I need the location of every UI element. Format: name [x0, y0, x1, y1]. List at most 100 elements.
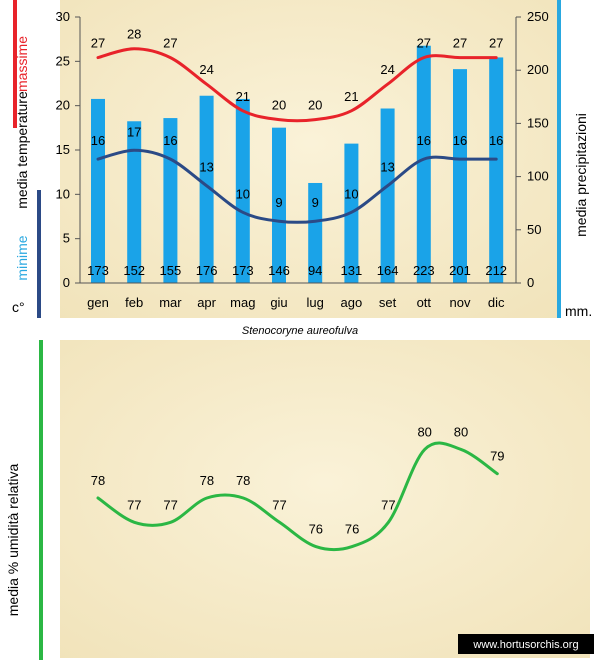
humidity-label: 77	[163, 497, 177, 512]
precip-label: 164	[377, 263, 399, 278]
max-temp-label: 28	[127, 27, 141, 42]
left-axis-tick-label: 10	[56, 186, 70, 201]
humidity-line	[96, 441, 499, 552]
humidity-data-labels: 78 77 77 78 78 77 76 76 77 80 80 79	[91, 424, 505, 536]
min-temp-label: 10	[344, 186, 358, 201]
humidity-label: 76	[345, 522, 359, 537]
precip-bar	[416, 45, 431, 284]
min-temp-label: 16	[489, 133, 503, 148]
min-temp-label: 13	[199, 160, 213, 175]
min-temp-accent-bar	[37, 190, 41, 318]
month-tick-label: giu	[270, 295, 287, 310]
min-temp-label: 13	[380, 160, 394, 175]
max-temp-label: 21	[344, 89, 358, 104]
max-temp-label: 27	[163, 36, 177, 51]
max-temp-label: 27	[489, 36, 503, 51]
right-axis-tick-label: 50	[527, 222, 541, 237]
watermark-text: www.hortusorchis.org	[472, 639, 578, 651]
max-temp-label: 27	[91, 36, 105, 51]
month-tick-label: lug	[307, 295, 324, 310]
right-axis-tick-label: 200	[527, 62, 549, 77]
precip-label: 201	[449, 263, 471, 278]
min-temp-label: 16	[91, 133, 105, 148]
precip-label: 212	[485, 263, 507, 278]
precip-bar	[308, 182, 323, 283]
min-temp-label: 16	[453, 133, 467, 148]
humidity-label: 78	[200, 473, 214, 488]
left-axis-tick-label: 5	[63, 231, 70, 246]
month-tick-label: ott	[417, 295, 432, 310]
precip-bar	[272, 127, 286, 283]
humidity-label: 77	[127, 497, 141, 512]
precip-label: 173	[87, 263, 109, 278]
right-axis-tick-label: 100	[527, 169, 549, 184]
label-minime: minime	[14, 235, 30, 280]
month-tick-label: ago	[341, 295, 363, 310]
precip-accent-bar	[557, 0, 561, 318]
precip-label: 176	[196, 263, 218, 278]
humidity-label: 78	[236, 473, 250, 488]
precip-bar	[453, 69, 467, 283]
left-axis-tick-label: 30	[56, 9, 70, 24]
min-temp-label: 16	[163, 133, 177, 148]
precip-label: 152	[123, 263, 145, 278]
precip-label: 146	[268, 263, 290, 278]
right-precipitation-axis: 0 50 100 150 200 250	[515, 9, 549, 290]
humidity-label: 79	[490, 449, 504, 464]
top-data-labels: 27 28 27 24 21 20 20 21 24 27 27 27 16 17 16 13 10 9 9 10 13…	[87, 27, 507, 278]
bottom-chart-panel	[60, 340, 590, 658]
max-temp-line	[96, 47, 498, 123]
humidity-accent-bar	[39, 340, 43, 660]
precip-bar	[489, 57, 504, 283]
min-temp-label: 16	[417, 133, 431, 148]
month-tick-label: mar	[159, 295, 182, 310]
precip-label: 155	[160, 263, 182, 278]
left-axis-tick-label: 15	[56, 142, 70, 157]
species-caption: Stenocoryne aureofulva	[242, 325, 358, 337]
humidity-label: 77	[272, 497, 286, 512]
max-temp-label: 20	[308, 98, 322, 113]
left-axis-tick-label: 0	[63, 275, 70, 290]
precip-bar	[199, 95, 214, 284]
min-temp-line	[96, 148, 498, 224]
right-axis-tick-label: 150	[527, 115, 549, 130]
left-axis-tick-label: 20	[56, 98, 70, 113]
right-axis-tick-label: 250	[527, 9, 549, 24]
temperature-lines	[96, 47, 498, 224]
label-unit-mm: mm.	[565, 303, 592, 319]
precipitation-bars	[91, 45, 504, 284]
label-media-temperature: media temperature	[14, 91, 30, 209]
month-tick-label: dic	[488, 295, 505, 310]
right-axis-tick-label: 0	[527, 275, 534, 290]
humidity-label: 80	[454, 424, 468, 439]
left-axis-tick-label: 25	[56, 53, 70, 68]
max-temp-label: 27	[453, 36, 467, 51]
label-media-precipitazioni: media precipitazioni	[573, 113, 589, 237]
precip-bar	[91, 98, 105, 283]
label-umidita: media % umidità relativa	[5, 464, 21, 617]
min-temp-label: 10	[236, 186, 250, 201]
precip-label: 173	[232, 263, 254, 278]
precip-label: 223	[413, 263, 435, 278]
precip-bar	[380, 108, 395, 283]
precip-label: 131	[341, 263, 363, 278]
label-unit-celsius: c°	[12, 299, 25, 315]
max-temp-label: 21	[236, 89, 250, 104]
watermark-box	[458, 634, 594, 654]
month-tick-label: gen	[87, 295, 109, 310]
precip-bar	[235, 98, 250, 283]
label-massime: massime	[14, 36, 30, 92]
humidity-curve	[96, 441, 499, 552]
humidity-label: 77	[381, 497, 395, 512]
max-temp-accent-bar	[13, 0, 17, 128]
humidity-label: 78	[91, 473, 105, 488]
month-tick-label: nov	[450, 295, 471, 310]
max-temp-label: 20	[272, 98, 286, 113]
month-tick-label: feb	[125, 295, 143, 310]
max-temp-label: 27	[417, 36, 431, 51]
left-temperature-axis: 0 5 10 15 20 25 30	[56, 9, 81, 290]
max-temp-label: 24	[199, 62, 213, 77]
precip-label: 94	[308, 263, 322, 278]
min-temp-label: 9	[312, 195, 319, 210]
